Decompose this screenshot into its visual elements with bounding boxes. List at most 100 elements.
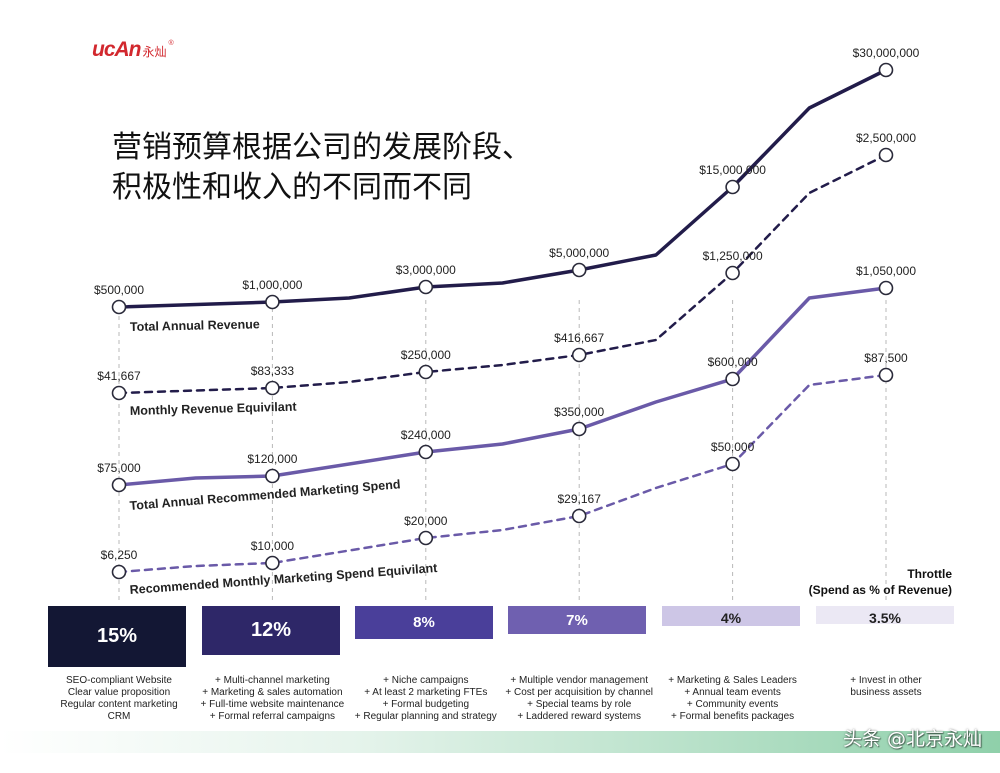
- data-label-1-1: $83,333: [251, 364, 295, 378]
- data-point-2-2: [418, 444, 434, 460]
- description-line: + Marketing & Sales Leaders: [668, 675, 797, 686]
- data-label-1-0: $41,667: [97, 369, 141, 383]
- data-label-3-2: $20,000: [404, 514, 448, 528]
- data-point-1-5: [878, 147, 894, 163]
- description-line: + Formal referral campaigns: [209, 711, 336, 722]
- data-point-0-3: [571, 262, 587, 278]
- throttle-subtitle: (Spend as % of Revenue): [808, 583, 952, 597]
- data-label-3-1: $10,000: [251, 539, 295, 553]
- stage-description-4: + Marketing & Sales Leaders + Annual team…: [653, 675, 813, 723]
- data-label-3-3: $29,167: [558, 492, 602, 506]
- data-label-0-2: $3,000,000: [396, 263, 456, 277]
- data-point-0-4: [725, 179, 740, 195]
- data-label-2-2: $240,000: [401, 428, 451, 442]
- data-point-0-2: [418, 279, 434, 295]
- series-label-0: Total Annual Revenue: [130, 317, 260, 334]
- brand-logo: ucAn 永灿 ®: [92, 38, 174, 62]
- data-point-1-2: [418, 364, 434, 380]
- data-point-1-3: [571, 347, 587, 363]
- throttle-bar-1: 12%: [202, 606, 340, 655]
- headline: 营销预算根据公司的发展阶段、 积极性和收入的不同而不同: [112, 128, 552, 208]
- data-point-2-4: [725, 371, 740, 387]
- stage-description-1: + Multi-channel marketing + Marketing & s…: [192, 675, 352, 723]
- data-point-3-2: [418, 530, 434, 546]
- description-line: Regular content marketing: [60, 699, 178, 710]
- data-label-1-5: $2,500,000: [856, 131, 916, 145]
- description-line: + Marketing & sales automation: [202, 687, 343, 698]
- data-point-0-5: [878, 62, 894, 78]
- series-line-3: [117, 373, 888, 574]
- data-point-0-1: [265, 294, 280, 310]
- data-point-3-4: [725, 456, 740, 472]
- description-line: + Multiple vendor management: [510, 675, 648, 686]
- stage-description-2: + Niche campaigns + At least 2 marketing …: [346, 675, 506, 723]
- throttle-bar-5: 3.5%: [816, 606, 954, 626]
- data-point-1-0: [111, 385, 127, 401]
- headline-line-2: 积极性和收入的不同而不同: [112, 170, 472, 205]
- data-point-2-0: [111, 477, 127, 493]
- description-line: + Full-time website maintenance: [200, 699, 345, 710]
- data-point-3-3: [571, 508, 587, 524]
- throttle-bar-2: 8%: [355, 606, 493, 639]
- data-label-2-5: $1,050,000: [856, 264, 916, 278]
- headline-line-1: 营销预算根据公司的发展阶段、: [112, 130, 532, 165]
- data-label-3-4: $50,000: [711, 440, 755, 454]
- description-line: + Community events: [686, 699, 779, 710]
- throttle-legend: Throttle (Spend as % of Revenue): [809, 566, 952, 598]
- data-label-2-3: $350,000: [554, 405, 604, 419]
- description-line: + Multi-channel marketing: [215, 675, 330, 686]
- description-line: + Regular planning and strategy: [354, 711, 497, 722]
- data-label-1-3: $416,667: [554, 331, 604, 345]
- data-point-2-1: [265, 468, 280, 484]
- series-line-1: [117, 153, 888, 395]
- footer-gradient-band: [0, 731, 1000, 753]
- data-label-0-0: $500,000: [94, 283, 144, 297]
- description-line: + Annual team events: [684, 687, 781, 698]
- description-line: + Niche campaigns: [383, 675, 469, 686]
- data-label-3-0: $6,250: [101, 548, 138, 562]
- throttle-title: Throttle: [907, 567, 952, 581]
- description-line: CRM: [107, 711, 131, 722]
- description-line: + Cost per acquisition by channel: [505, 687, 653, 698]
- data-point-3-0: [111, 564, 127, 580]
- data-point-0-0: [111, 299, 127, 315]
- data-label-0-3: $5,000,000: [549, 246, 609, 260]
- series-label-2: Total Annual Recommended Marketing Spend: [129, 477, 401, 513]
- data-label-2-4: $600,000: [708, 355, 758, 369]
- data-label-1-2: $250,000: [401, 348, 451, 362]
- series-line-2: [117, 286, 888, 487]
- data-label-0-5: $30,000,000: [853, 46, 920, 60]
- data-label-0-1: $1,000,000: [242, 278, 302, 292]
- description-line: SEO-compliant Website: [66, 675, 172, 686]
- description-line: + At least 2 marketing FTEs: [364, 687, 488, 698]
- stage-description-5: + Invest in other business assets: [806, 675, 966, 699]
- throttle-bar-3: 7%: [508, 606, 646, 635]
- description-line: business assets: [850, 687, 922, 698]
- description-line: + Laddered reward systems: [517, 711, 642, 722]
- data-point-2-5: [878, 280, 894, 296]
- logo-registered-mark: ®: [168, 40, 174, 47]
- series-label-1: Monthly Revenue Equivilant: [130, 400, 298, 418]
- throttle-bar-0: 15%: [48, 606, 186, 667]
- logo-chinese-name: 永灿: [142, 44, 167, 59]
- data-point-1-1: [265, 380, 280, 396]
- data-point-3-5: [878, 367, 894, 383]
- data-label-3-5: $87,500: [864, 351, 908, 365]
- description-line: Clear value proposition: [67, 687, 171, 698]
- data-point-1-4: [725, 265, 740, 281]
- stage-description-0: SEO-compliant Website Clear value proposi…: [39, 675, 199, 723]
- description-line: + Formal budgeting: [382, 699, 470, 710]
- description-line: + Formal benefits packages: [671, 711, 795, 722]
- throttle-bar-4: 4%: [662, 606, 800, 627]
- data-label-1-4: $1,250,000: [703, 249, 763, 263]
- data-label-2-0: $75,000: [97, 461, 141, 475]
- series-line-0: [117, 68, 888, 309]
- data-point-3-1: [265, 555, 280, 571]
- description-line: + Special teams by role: [527, 699, 632, 710]
- data-label-0-4: $15,000,000: [699, 163, 766, 177]
- logo-mark: ucAn: [92, 38, 141, 61]
- description-line: + Invest in other: [850, 675, 922, 686]
- stage-description-3: + Multiple vendor management + Cost per a…: [499, 675, 659, 723]
- data-point-2-3: [571, 421, 587, 437]
